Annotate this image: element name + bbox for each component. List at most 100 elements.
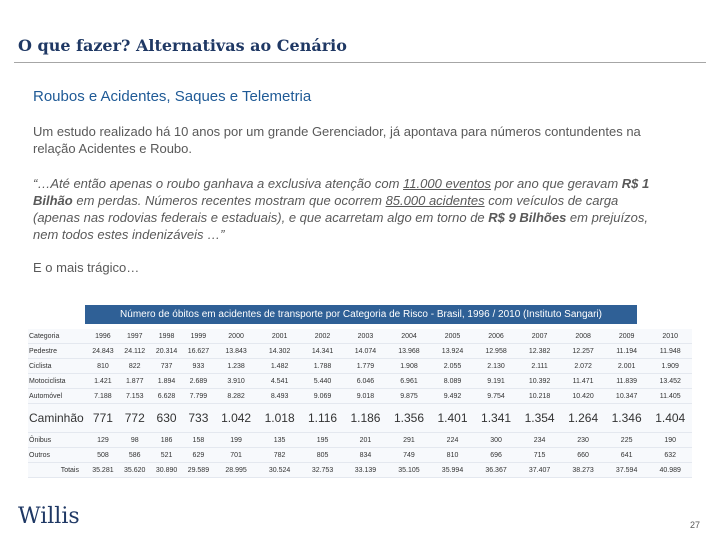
table-row: Automóvel 7.188 7.153 6.628 7.799 8.282 8.493 9… <box>28 388 692 404</box>
table-cell: 1.264 <box>561 403 605 433</box>
table-cell: Ônibus <box>28 432 87 448</box>
table-cell: 782 <box>257 447 302 463</box>
table-cell: 14.341 <box>301 343 344 359</box>
table-cell: 8.493 <box>257 388 302 404</box>
table-cell: 586 <box>118 447 151 463</box>
table-cell: 1.421 <box>87 373 119 389</box>
table-cell: 11.405 <box>648 388 692 404</box>
table-row: Outros 508 586 521 629 701 782 805 834 749 810 696 7… <box>28 447 692 463</box>
table-cell: 30.524 <box>257 462 302 478</box>
table-cell: 5.440 <box>301 373 344 389</box>
table-cell: 33.139 <box>343 462 388 478</box>
table-cell: Motociclista <box>28 373 87 389</box>
table-row: Caminhão 771 772 630 733 1.042 1.018 1.116 1.186… <box>28 403 692 433</box>
page-number: 27 <box>690 520 701 530</box>
table-cell: 6.961 <box>387 373 431 389</box>
table-cell: 7.188 <box>87 388 119 404</box>
table-cell: 37.594 <box>604 462 649 478</box>
table-cell: 35.994 <box>430 462 475 478</box>
table-cell: 11.194 <box>604 343 649 359</box>
table-cell: 199 <box>214 432 258 448</box>
table-cell: 715 <box>517 447 562 463</box>
table-cell: 737 <box>150 358 183 374</box>
table-cell: 129 <box>87 432 119 448</box>
table-cell: 12.382 <box>517 343 562 359</box>
table-cell: 3.910 <box>214 373 258 389</box>
table-cell: 1.356 <box>387 403 431 433</box>
table-cell: 10.392 <box>517 373 562 389</box>
table-cell: 28.995 <box>214 462 258 478</box>
table-cell: 1.788 <box>301 358 344 374</box>
table-cell: 2004 <box>387 329 431 344</box>
table-cell: 629 <box>182 447 215 463</box>
table-cell: 14.302 <box>257 343 302 359</box>
table-cell: 201 <box>343 432 388 448</box>
table-cell: 1998 <box>150 329 183 344</box>
table-cell: 13.924 <box>430 343 475 359</box>
quote: “…Até então apenas o roubo ganhava a exc… <box>33 175 653 243</box>
table-cell: Categoria <box>28 329 87 344</box>
table-cell: 810 <box>87 358 119 374</box>
table-cell: 35.620 <box>118 462 151 478</box>
table-cell: 9.754 <box>474 388 518 404</box>
table-cell: 1.401 <box>430 403 475 433</box>
table-cell: 98 <box>118 432 151 448</box>
table-row: Totais 35.281 35.620 30.890 29.589 28.995 30.5… <box>28 462 692 478</box>
table-cell: 749 <box>387 447 431 463</box>
table-cell: 2000 <box>214 329 258 344</box>
table-cell: 11.471 <box>561 373 605 389</box>
table-cell: 1.779 <box>343 358 388 374</box>
table-cell: 7.153 <box>118 388 151 404</box>
table-cell: 13.452 <box>648 373 692 389</box>
table-cell: 16.627 <box>182 343 215 359</box>
table-cell: 224 <box>430 432 475 448</box>
table-cell: 234 <box>517 432 562 448</box>
table-cell: 641 <box>604 447 649 463</box>
table-cell: 9.492 <box>430 388 475 404</box>
table-cell: 632 <box>648 447 692 463</box>
quote-text: em perdas. Números recentes mostram que … <box>72 193 386 208</box>
table-cell: 20.314 <box>150 343 183 359</box>
table-cell: 30.890 <box>150 462 183 478</box>
table-cell: 1.116 <box>301 403 344 433</box>
table-cell: Ciclista <box>28 358 87 374</box>
table-cell: 35.105 <box>387 462 431 478</box>
table-cell: 7.799 <box>182 388 215 404</box>
table-cell: Automóvel <box>28 388 87 404</box>
table-cell: 1997 <box>118 329 151 344</box>
table-cell: 24.843 <box>87 343 119 359</box>
table-cell: 2005 <box>430 329 475 344</box>
table-cell: 805 <box>301 447 344 463</box>
table-cell: 1.341 <box>474 403 518 433</box>
table-cell: 2.130 <box>474 358 518 374</box>
table-row: Ciclista 810 822 737 933 1.238 1.482 1.788 1.779… <box>28 358 692 374</box>
table-row: Categoria 1996 1997 1998 1999 2000 2001 2002 200… <box>28 329 692 344</box>
table-cell: Totais <box>28 462 87 478</box>
title-rule <box>14 62 706 63</box>
table-cell: 6.628 <box>150 388 183 404</box>
slide-title: O que fazer? Alternativas ao Cenário <box>18 36 347 55</box>
table-cell: 230 <box>561 432 605 448</box>
table-cell: 1.909 <box>648 358 692 374</box>
table-cell: 733 <box>182 403 215 433</box>
quote-text: “…Até então apenas o roubo ganhava a exc… <box>33 176 404 191</box>
table-cell: 11.839 <box>604 373 649 389</box>
table-row: Ônibus 129 98 186 158 199 135 195 201 291 224 300 23… <box>28 432 692 448</box>
table-cell: Caminhão <box>28 403 87 433</box>
table-cell: 38.273 <box>561 462 605 478</box>
table-cell: 696 <box>474 447 518 463</box>
table-cell: 300 <box>474 432 518 448</box>
quote-emphasis: 11.000 eventos <box>403 176 491 191</box>
table-cell: 195 <box>301 432 344 448</box>
table-cell: 32.753 <box>301 462 344 478</box>
table-cell: 2002 <box>301 329 344 344</box>
table-cell: 1996 <box>87 329 119 344</box>
table-cell: 9.191 <box>474 373 518 389</box>
table-cell: 2.111 <box>517 358 562 374</box>
table-cell: 771 <box>87 403 119 433</box>
table-cell: 2009 <box>604 329 649 344</box>
table-cell: 660 <box>561 447 605 463</box>
table-cell: 11.948 <box>648 343 692 359</box>
quote-emphasis: R$ 9 Bilhões <box>488 210 567 225</box>
